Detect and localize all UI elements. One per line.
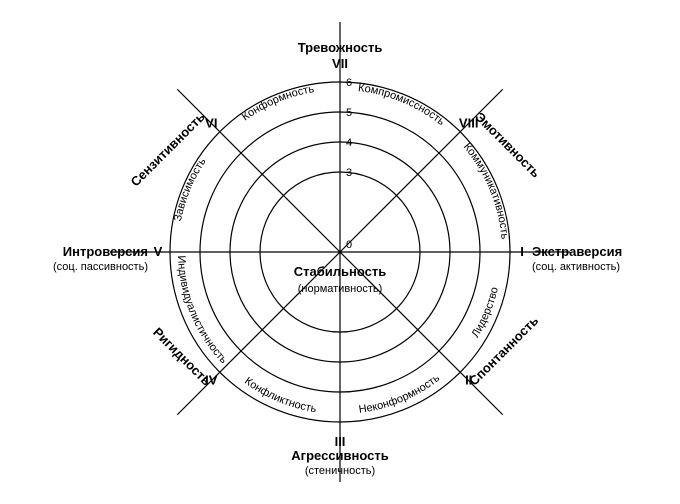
axis-label-group-V: Интроверсия (соц. пассивность) — [53, 244, 148, 273]
tick-0: 0 — [346, 239, 352, 251]
tick-3: 3 — [346, 167, 352, 179]
tick-6: 6 — [346, 77, 352, 89]
center-label-sub: (нормативность) — [298, 283, 383, 295]
sector-label-0: Лидерство — [469, 286, 500, 340]
axis-roman-III: III — [335, 434, 346, 449]
sector-label-2: Конфликтность — [242, 375, 317, 415]
axis-roman-VII: VII — [332, 56, 348, 71]
axis-main-I: Экстраверсия — [532, 244, 622, 259]
axis-roman-V: V — [154, 244, 163, 259]
personality-circle-diagram: 03456Стабильность(нормативность)IIIIIIIV… — [0, 0, 680, 504]
sector-label-7: Коммуникативность — [461, 141, 511, 240]
center-label-main: Стабильность — [294, 264, 386, 279]
axis-roman-VI: VI — [205, 115, 217, 130]
tick-4: 4 — [346, 137, 352, 149]
axis-label-group-VII: Тревожность — [298, 40, 383, 55]
axis-main-VII: Тревожность — [298, 40, 383, 55]
axis-main-V: Интроверсия — [63, 244, 148, 259]
sector-label-6: Компромиссность — [357, 82, 447, 128]
axis-main-III: Агрессивность — [291, 448, 388, 463]
axis-sub-I: (соц. активность) — [532, 261, 620, 273]
sector-label-4: Зависимость — [172, 156, 209, 223]
axis-label-group-I: Экстраверсия (соц. активность) — [532, 244, 622, 273]
axis-label-group-III: Агрессивность (стеничность) — [291, 448, 388, 477]
axis-sub-III: (стеничность) — [305, 465, 375, 477]
axis-sub-V: (соц. пассивность) — [53, 261, 148, 273]
tick-5: 5 — [346, 107, 352, 119]
axis-roman-I: I — [520, 244, 524, 259]
